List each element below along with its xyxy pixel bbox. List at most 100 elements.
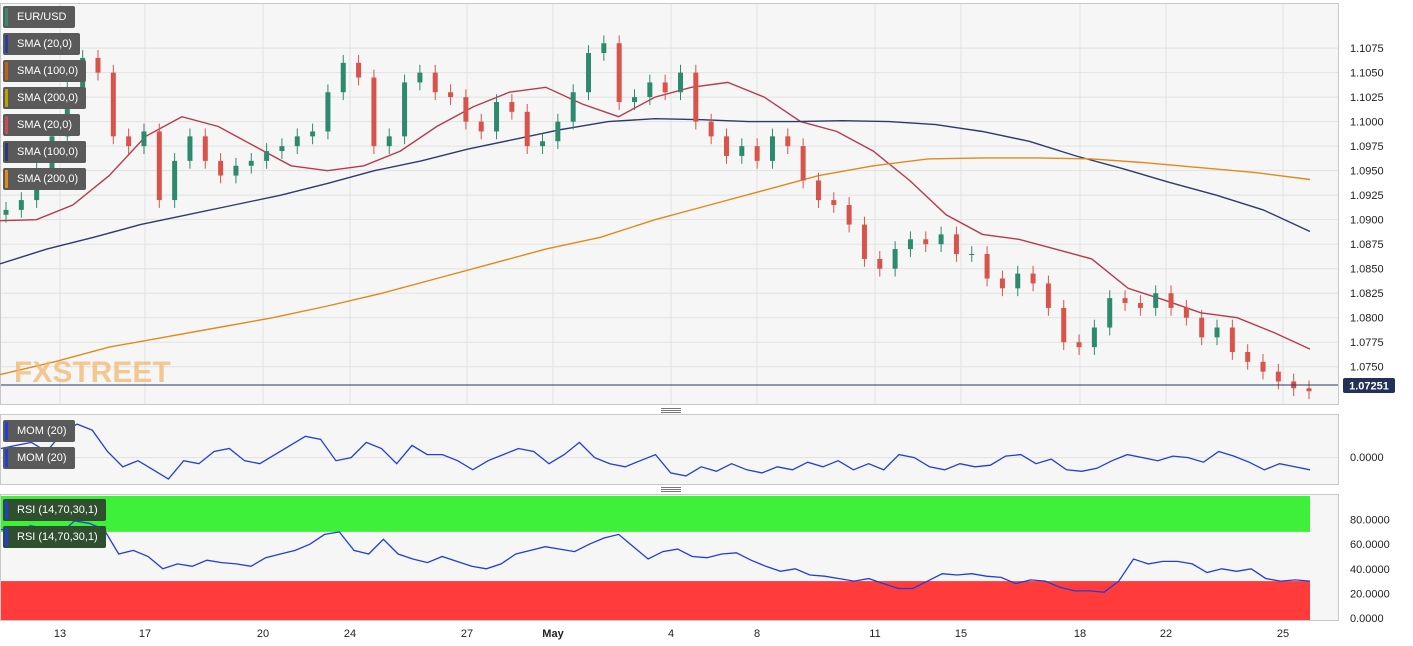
candle-body [1107,298,1113,328]
candle-body [1245,352,1251,362]
candle-body [953,234,959,254]
candle-body [586,53,592,93]
symbol-legend[interactable]: EUR/USD [3,6,75,28]
candle-body [141,131,147,147]
candle-body [340,62,346,93]
candle-body [64,87,70,137]
candle-body [969,254,975,255]
candle-body [432,72,438,93]
sma-color-swatch [5,170,8,188]
candle-body [1229,327,1235,353]
candle-body [1199,317,1205,338]
candle-body [601,43,607,54]
candle-body [294,136,300,147]
candle-body [999,278,1005,289]
mom-legend-label: MOM (20) [17,425,67,437]
rsi-tick-label: 60.0000 [1350,539,1390,551]
candle-body [754,146,760,161]
date-tick-label: 27 [461,628,473,640]
sma-line [0,81,1311,350]
sma-legend-label: SMA (100,0) [17,146,79,158]
price-tick-label: 1.0975 [1350,141,1384,153]
price-pane [0,3,1339,405]
date-tick-label: 13 [54,628,66,640]
price-tick-label: 1.0850 [1350,264,1384,276]
candle-body [1214,327,1220,338]
candle-body [1137,303,1143,308]
sma-legend-5[interactable]: SMA (100,0) [3,141,87,163]
rsi-legend-1[interactable]: RSI (14,70,30,1) [3,499,106,521]
pane-resize-handle[interactable] [660,407,682,413]
price-tick-label: 1.0875 [1350,239,1384,251]
sma-legend-2[interactable]: SMA (100,0) [3,60,87,82]
price-tick-label: 1.1000 [1350,117,1384,129]
candle-body [126,136,132,147]
rsi-tick-label: 80.0000 [1350,515,1390,527]
candle-body [662,82,668,93]
sma-color-swatch [5,89,8,107]
candle-body [1061,307,1067,343]
sma-legend-6[interactable]: SMA (200,0) [3,168,87,190]
date-tick-label: 8 [754,628,760,640]
candle-body [463,97,469,122]
date-tick-label: 20 [257,628,269,640]
mom-legend-label: MOM (20) [17,452,67,464]
candle-body [172,160,178,201]
candle-body [984,254,990,279]
date-tick-label: 15 [955,628,967,640]
candle-body [478,121,484,132]
price-tick-label: 1.0950 [1350,166,1384,178]
candle-body [1183,307,1189,318]
date-tick-label: 11 [869,628,880,640]
candle-body [923,239,929,245]
sma-legend-4[interactable]: SMA (20,0) [3,114,81,136]
candle-body [861,224,867,259]
sma-line [0,117,1311,265]
candle-body [677,72,683,93]
candle-body [494,102,500,132]
candle-body [509,102,515,112]
price-axis: 1.0750 1.0775 1.0800 1.0825 1.0850 1.0875 1.09… [1350,43,1384,374]
price-tick-label: 1.0800 [1350,313,1384,325]
sma-legend-3[interactable]: SMA (200,0) [3,87,87,109]
rsi-legend-2[interactable]: RSI (14,70,30,1) [3,526,106,548]
sma-lines [0,81,1311,376]
pane-resize-handle[interactable] [660,486,682,492]
sma-legend-1[interactable]: SMA (20,0) [3,33,81,55]
candle-body [1076,342,1082,348]
sma-legend-label: SMA (20,0) [17,38,73,50]
candle-body [448,92,454,98]
candle-body [1306,388,1312,392]
momentum-pane [0,414,1339,485]
candle-body [1122,298,1128,304]
date-tick-label: 24 [344,628,356,640]
candle-body [1015,273,1021,289]
candle-body [800,146,806,181]
date-tick-label: May [542,628,564,640]
mom-legend-2[interactable]: MOM (20) [3,447,75,469]
candle-body [233,165,239,176]
date-tick-label: 18 [1074,628,1086,640]
candle-body [785,136,791,147]
candle-body [110,72,116,137]
candle-body [1153,293,1159,308]
date-axis: 13 17 20 24 27 May 4 8 11 15 18 22 25 [54,628,1289,640]
candle-body [769,136,775,161]
price-tick-label: 1.1050 [1350,68,1384,80]
mom-legend-1[interactable]: MOM (20) [3,420,75,442]
candle-body [815,180,821,201]
candle-body [907,239,913,250]
candle-body [739,146,745,156]
candle-body [264,151,270,161]
last-price-label: 1.07251 [1343,378,1395,393]
candle-body [1260,361,1266,372]
sma-line [0,157,1311,376]
candle-body [156,131,162,201]
sma-color-swatch [5,143,8,161]
candle-body [325,92,331,132]
sma-color-swatch [5,116,8,134]
price-tick-label: 1.1025 [1350,92,1384,104]
candle-body [371,77,377,147]
candle-body [693,72,699,122]
candle-body [248,160,254,166]
